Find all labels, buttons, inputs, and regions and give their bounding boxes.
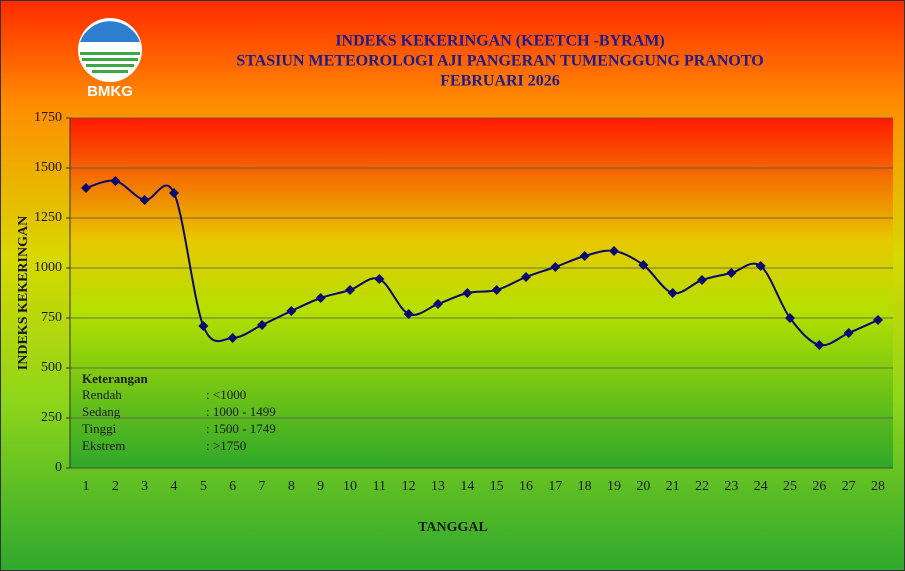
legend-title: Keterangan xyxy=(82,371,148,386)
legend-label: Tinggi xyxy=(82,421,117,436)
y-tick-label: 750 xyxy=(41,310,62,325)
marker xyxy=(81,183,91,193)
marker xyxy=(374,274,385,284)
marker xyxy=(315,293,326,303)
legend-label: Rendah xyxy=(82,387,122,402)
x-tick-label: 25 xyxy=(783,479,797,494)
logo-text: BMKG xyxy=(87,83,133,100)
legend-range: : <1000 xyxy=(206,387,246,402)
chart-title: STASIUN METEOROLOGI AJI PANGERAN TUMENGG… xyxy=(236,53,763,70)
y-tick-label: 1000 xyxy=(34,260,62,275)
marker xyxy=(433,299,443,309)
marker xyxy=(755,261,766,271)
x-tick-label: 9 xyxy=(317,479,324,494)
x-tick-label: 4 xyxy=(171,479,178,494)
marker xyxy=(286,306,297,316)
marker xyxy=(110,176,121,186)
logo: BMKG xyxy=(78,18,142,100)
marker xyxy=(873,315,883,325)
marker xyxy=(814,340,825,350)
x-tick-label: 15 xyxy=(490,479,504,494)
x-tick-label: 21 xyxy=(666,479,680,494)
marker xyxy=(403,309,414,319)
marker xyxy=(521,272,531,282)
marker xyxy=(697,275,707,285)
y-tick-label: 250 xyxy=(41,410,62,425)
marker xyxy=(227,333,238,343)
marker xyxy=(198,321,209,331)
marker xyxy=(491,285,502,295)
y-tick-label: 1250 xyxy=(34,210,62,225)
marker xyxy=(609,246,619,256)
y-tick-label: 1500 xyxy=(34,160,62,175)
marker xyxy=(667,288,678,298)
x-axis-label: TANGGAL xyxy=(418,520,488,535)
marker xyxy=(462,288,473,298)
y-tick-label: 500 xyxy=(41,360,62,375)
x-tick-label: 7 xyxy=(259,479,266,494)
x-tick-label: 13 xyxy=(431,479,445,494)
marker xyxy=(843,328,854,338)
legend-range: : 1500 - 1749 xyxy=(206,421,276,436)
marker xyxy=(638,260,649,270)
y-axis-label: INDEKS KEKERINGAN xyxy=(16,216,31,370)
legend-label: Ekstrem xyxy=(82,438,125,453)
x-tick-label: 27 xyxy=(842,479,856,494)
marker xyxy=(139,195,150,205)
x-tick-label: 6 xyxy=(229,479,236,494)
marker xyxy=(345,285,355,295)
x-tick-label: 12 xyxy=(402,479,416,494)
legend-range: : >1750 xyxy=(206,438,246,453)
legend-range: : 1000 - 1499 xyxy=(206,404,276,419)
x-tick-label: 17 xyxy=(548,479,562,494)
marker xyxy=(579,251,590,261)
legend-label: Sedang xyxy=(82,404,121,419)
plot-area xyxy=(70,118,893,468)
x-tick-label: 8 xyxy=(288,479,295,494)
marker xyxy=(169,188,179,198)
marker xyxy=(785,313,795,323)
x-tick-label: 2 xyxy=(112,479,119,494)
marker xyxy=(726,268,737,278)
x-tick-label: 18 xyxy=(578,479,592,494)
x-tick-label: 23 xyxy=(724,479,738,494)
chart-title: INDEKS KEKERINGAN (KEETCH -BYRAM) xyxy=(335,33,664,50)
x-tick-label: 22 xyxy=(695,479,709,494)
x-tick-label: 11 xyxy=(373,479,386,494)
x-tick-label: 20 xyxy=(636,479,650,494)
marker xyxy=(550,262,561,272)
x-tick-label: 26 xyxy=(812,479,826,494)
y-tick-label: 1750 xyxy=(34,110,62,125)
x-tick-label: 1 xyxy=(83,479,90,494)
marker xyxy=(257,320,267,330)
x-tick-label: 19 xyxy=(607,479,621,494)
x-tick-label: 16 xyxy=(519,479,533,494)
x-tick-label: 3 xyxy=(141,479,148,494)
x-tick-label: 28 xyxy=(871,479,885,494)
x-tick-label: 14 xyxy=(460,479,474,494)
y-tick-label: 0 xyxy=(55,460,62,475)
x-tick-label: 5 xyxy=(200,479,207,494)
x-tick-label: 10 xyxy=(343,479,357,494)
chart-title: FEBRUARI 2026 xyxy=(440,73,560,90)
x-tick-label: 24 xyxy=(754,479,768,494)
